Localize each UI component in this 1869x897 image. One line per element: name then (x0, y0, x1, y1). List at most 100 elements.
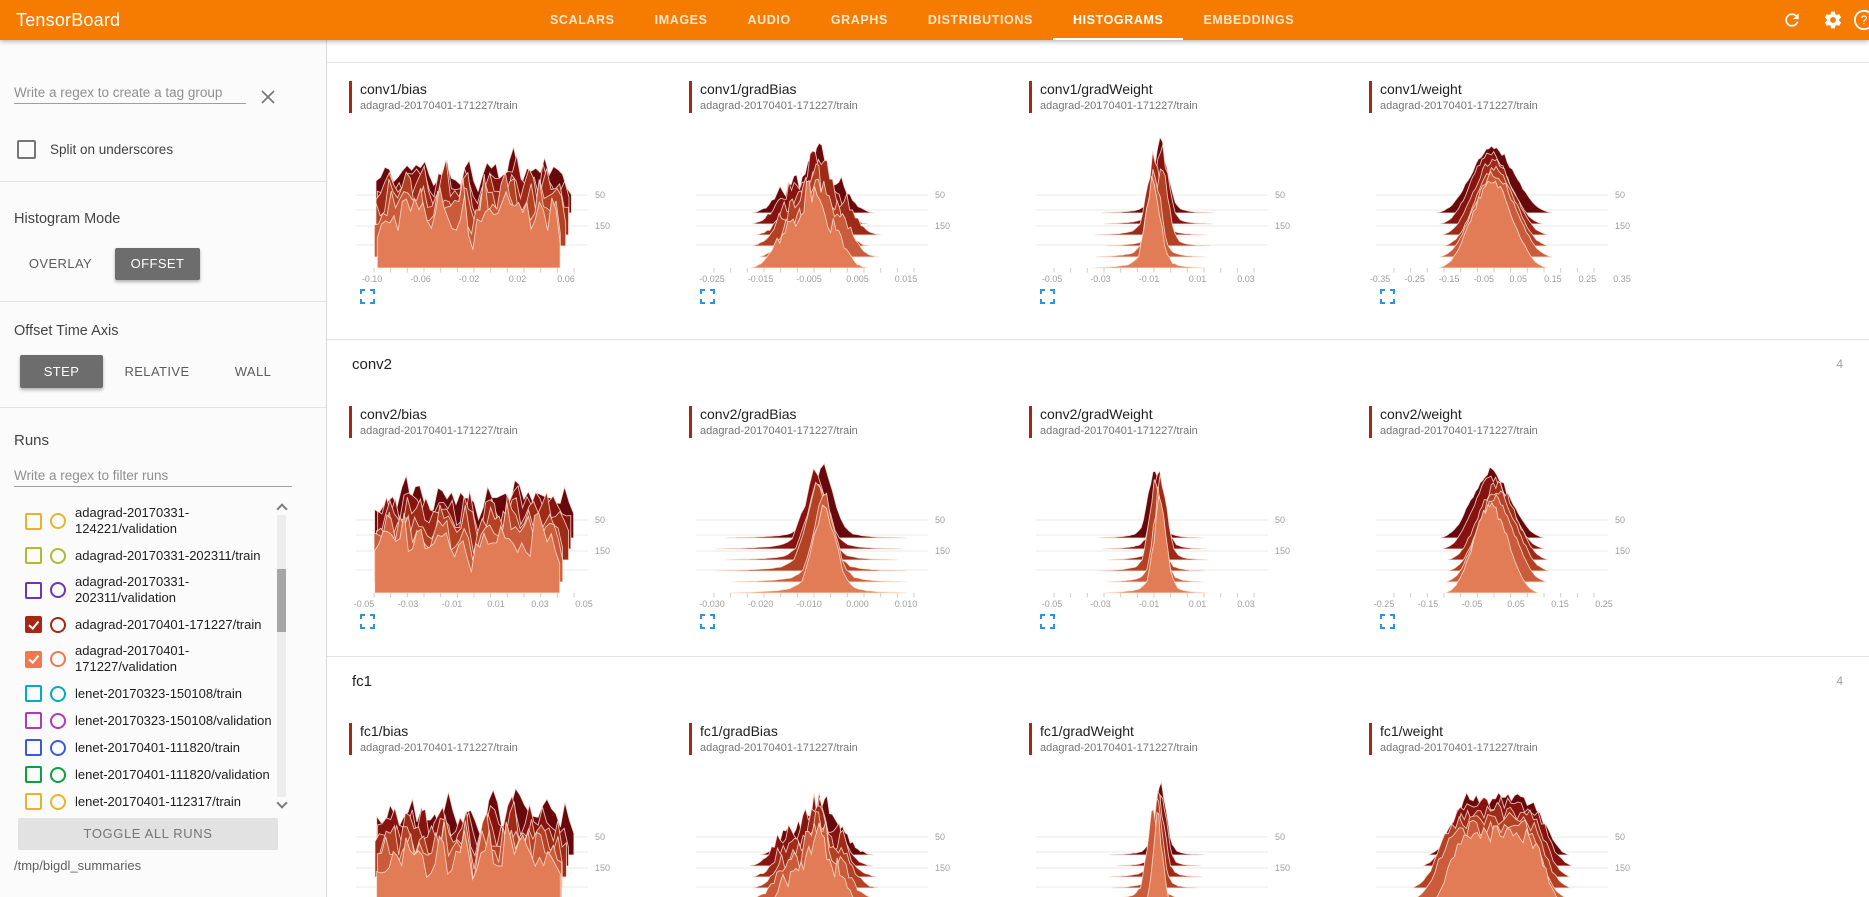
run-name: lenet-20170323-150108/validation (75, 712, 272, 728)
svg-text:?: ? (1861, 13, 1868, 27)
toggle-all-runs-button[interactable]: TOGGLE ALL RUNS (18, 818, 278, 850)
chart-title: conv1/weight (1380, 81, 1462, 97)
chart-title: conv1/gradBias (700, 81, 797, 97)
run-radio[interactable] (50, 793, 66, 810)
run-checkbox[interactable] (25, 766, 42, 783)
expand-icon[interactable] (1040, 614, 1055, 629)
svg-text:-0.05: -0.05 (1473, 274, 1494, 284)
tab-distributions[interactable]: DISTRIBUTIONS (927, 13, 1033, 27)
tag-filter-input[interactable] (14, 82, 246, 104)
step-button[interactable]: STEP (20, 355, 103, 388)
expand-icon[interactable] (360, 614, 375, 629)
tab-images[interactable]: IMAGES (654, 13, 708, 27)
sidebar: Split on underscores Histogram Mode OVER… (0, 40, 327, 897)
run-checkbox[interactable] (25, 512, 42, 530)
histogram-chart[interactable]: 50 150 -0.10 -0.06 -0.02 0.02 0.06 (348, 121, 648, 285)
run-radio[interactable] (50, 582, 66, 598)
chart-title-block: fc1/weight adagrad-20170401-171227/train (1369, 723, 1700, 755)
tab-embeddings[interactable]: EMBEDDINGS (1203, 13, 1295, 27)
histogram-chart[interactable]: 50 150 -0.05 -0.03 -0.01 0.01 0.03 (1028, 121, 1328, 285)
run-item[interactable]: adagrad-20170401-171227/train (0, 611, 300, 638)
expand-icon[interactable] (700, 289, 715, 304)
run-item[interactable]: adagrad-20170331-202311/validation (0, 569, 300, 611)
run-radio[interactable] (50, 616, 66, 633)
histogram-mode-label: Histogram Mode (14, 211, 121, 227)
histogram-chart[interactable]: 50 150 -0.05 -0.03 -0.01 0.01 0.03 (1028, 446, 1328, 610)
chart-title: conv1/gradWeight (1040, 81, 1153, 97)
tab-scalars[interactable]: SCALARS (550, 13, 615, 27)
run-name: lenet-20170401-112317/train (75, 793, 242, 809)
expand-icon[interactable] (700, 614, 715, 629)
chart-title: conv1/bias (360, 81, 427, 97)
run-checkbox[interactable] (25, 581, 42, 599)
run-radio[interactable] (50, 513, 66, 529)
tab-audio[interactable]: AUDIO (747, 13, 791, 27)
run-radio[interactable] (50, 739, 66, 756)
refresh-icon[interactable] (1782, 10, 1802, 35)
run-radio[interactable] (50, 651, 66, 667)
tab-graphs[interactable]: GRAPHS (830, 13, 888, 27)
svg-text:0.03: 0.03 (1237, 599, 1255, 609)
split-underscores-checkbox[interactable] (17, 140, 36, 159)
scrollbar-thumb[interactable] (277, 569, 286, 632)
run-item[interactable]: adagrad-20170331-124221/validation (0, 500, 300, 542)
run-checkbox[interactable] (25, 739, 42, 756)
scroll-up-icon[interactable] (276, 503, 288, 515)
run-radio[interactable] (50, 766, 66, 783)
run-item[interactable]: adagrad-20170401-171227/validation (0, 638, 300, 680)
scroll-down-icon[interactable] (276, 797, 288, 809)
histogram-chart[interactable]: 50 150 -0.05 -0.03 -0.01 0.01 0.03 0.05 (348, 446, 648, 610)
help-icon[interactable]: ? (1853, 9, 1869, 36)
svg-text:-0.06: -0.06 (410, 274, 431, 284)
expand-icon[interactable] (1380, 614, 1395, 629)
run-checkbox[interactable] (25, 712, 42, 729)
svg-text:150: 150 (935, 221, 950, 231)
run-checkbox[interactable] (25, 547, 42, 564)
chart-run-label: adagrad-20170401-171227/train (360, 100, 518, 112)
run-item[interactable]: lenet-20170401-111820/train (0, 734, 300, 761)
histogram-chart[interactable]: 50 150 (1368, 763, 1668, 897)
card-row: conv2/bias adagrad-20170401-171227/train 5… (327, 388, 1869, 639)
chart-title: conv2/gradBias (700, 406, 797, 422)
overlay-button[interactable]: OVERLAY (28, 256, 93, 271)
histogram-chart[interactable]: 50 150 -0.030 -0.020 -0.010 0.000 0.010 (688, 446, 988, 610)
run-radio[interactable] (50, 547, 66, 564)
svg-text:50: 50 (935, 832, 945, 842)
run-item[interactable]: lenet-20170323-150108/train (0, 680, 300, 707)
run-item[interactable]: adagrad-20170331-202311/train (0, 542, 300, 569)
chart-run-label: adagrad-20170401-171227/train (1040, 425, 1198, 437)
tab-histograms[interactable]: HISTOGRAMS (1052, 0, 1184, 40)
run-radio[interactable] (50, 712, 66, 729)
run-checkbox[interactable] (25, 616, 42, 633)
histogram-chart[interactable]: 50 150 (688, 763, 988, 897)
histogram-chart[interactable]: 50 150 -0.25 -0.15 -0.05 0.05 0.15 0.25 (1368, 446, 1668, 610)
clear-filter-icon[interactable] (260, 89, 276, 110)
offset-time-axis-label: Offset Time Axis (14, 323, 119, 339)
run-radio[interactable] (50, 685, 66, 702)
run-name: adagrad-20170331-202311/train (75, 547, 261, 563)
run-checkbox[interactable] (25, 650, 42, 668)
wall-button[interactable]: WALL (234, 363, 272, 379)
svg-text:0.05: 0.05 (1507, 599, 1525, 609)
histogram-chart[interactable]: 50 150 (1028, 763, 1328, 897)
run-item[interactable]: lenet-20170401-112317/train (0, 788, 300, 815)
histogram-chart[interactable]: 50 150 -0.025 -0.015 -0.005 0.005 0.015 (688, 121, 988, 285)
expand-icon[interactable] (1040, 289, 1055, 304)
histogram-chart[interactable]: 50 150 (348, 763, 648, 897)
histogram-chart[interactable]: 50 150 -0.35 -0.25 -0.15 -0.05 0.05 0.15 0.25 0.3… (1368, 121, 1668, 285)
expand-icon[interactable] (1380, 289, 1395, 304)
scrollbar-track[interactable] (277, 515, 286, 797)
expand-icon[interactable] (360, 289, 375, 304)
settings-gear-icon[interactable] (1823, 10, 1843, 35)
group-header[interactable]: fc1 4 (327, 657, 1869, 705)
run-item[interactable]: lenet-20170401-111820/validation (0, 761, 300, 788)
offset-button[interactable]: OFFSET (115, 248, 200, 280)
group-header[interactable]: conv2 4 (327, 340, 1869, 388)
run-filter-input[interactable] (14, 465, 292, 487)
run-checkbox[interactable] (25, 685, 42, 702)
relative-button[interactable]: RELATIVE (124, 363, 190, 379)
svg-text:50: 50 (1615, 190, 1625, 200)
run-item[interactable]: lenet-20170323-150108/validation (0, 707, 300, 734)
svg-text:0.06: 0.06 (557, 274, 575, 284)
run-checkbox[interactable] (25, 793, 42, 810)
